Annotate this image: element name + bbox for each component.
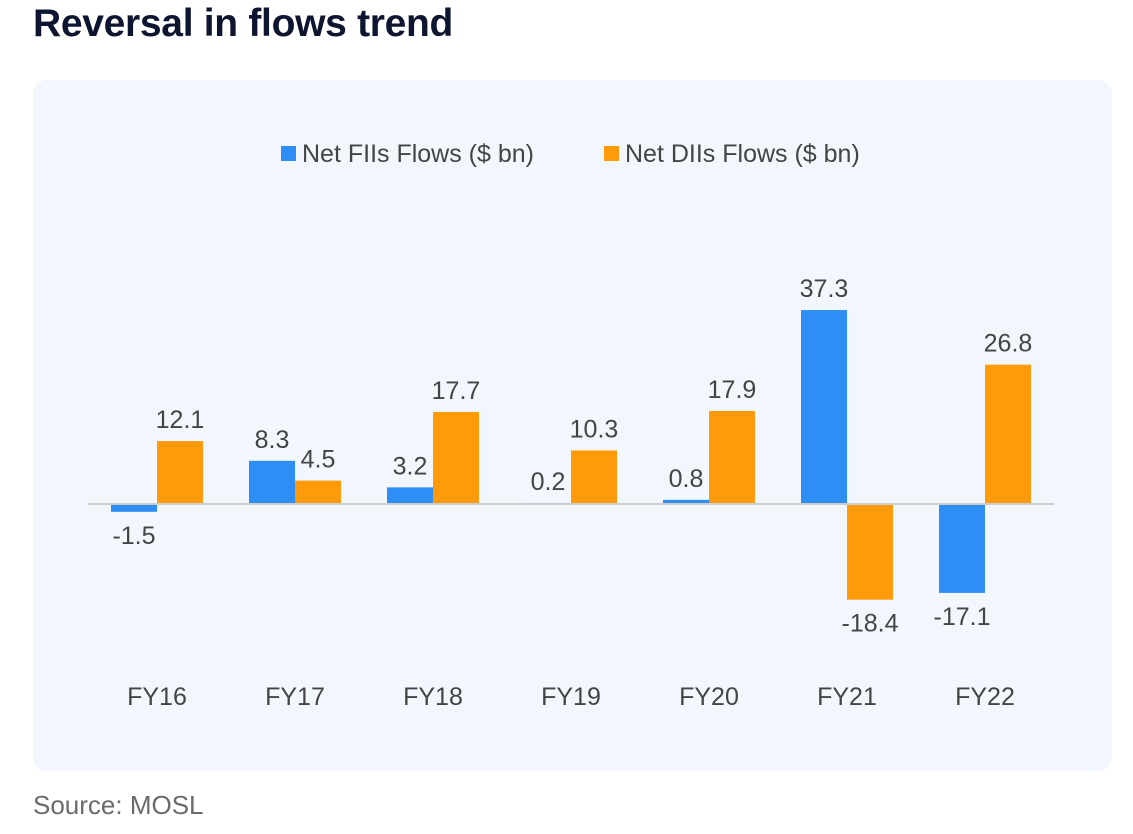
data-label: 0.2 <box>531 468 566 496</box>
bar <box>847 504 893 600</box>
x-tick-label: FY16 <box>127 683 187 711</box>
data-label: 8.3 <box>255 426 290 454</box>
legend-label: Net FIIs Flows ($ bn) <box>302 140 534 168</box>
data-label: -18.4 <box>842 610 899 638</box>
page-title: Reversal in flows trend <box>33 2 454 45</box>
x-tick-label: FY21 <box>817 683 877 711</box>
x-tick-label: FY20 <box>679 683 739 711</box>
data-label: 17.7 <box>432 377 481 405</box>
bar <box>157 441 203 504</box>
bar <box>709 410 755 504</box>
data-label: 4.5 <box>301 446 336 474</box>
chart-card: Net FIIs Flows ($ bn) Net DIIs Flows ($ b… <box>33 80 1112 771</box>
legend-item: Net DIIs Flows ($ bn) <box>604 140 860 168</box>
bar <box>663 499 709 504</box>
data-label: 3.2 <box>393 452 428 480</box>
bar <box>295 480 341 504</box>
legend-swatch <box>604 146 619 161</box>
data-label: -17.1 <box>934 603 991 631</box>
data-label: 12.1 <box>156 406 205 434</box>
legend-swatch <box>281 146 296 161</box>
x-tick-label: FY19 <box>541 683 601 711</box>
x-tick-label: FY18 <box>403 683 463 711</box>
x-tick-label: FY22 <box>955 683 1015 711</box>
bar <box>571 450 617 504</box>
data-label: -1.5 <box>112 522 155 550</box>
data-label: 17.9 <box>708 376 757 404</box>
bar <box>939 504 985 593</box>
data-label: 10.3 <box>570 415 619 443</box>
data-label: 37.3 <box>800 275 849 303</box>
x-tick-label: FY17 <box>265 683 325 711</box>
legend-item: Net FIIs Flows ($ bn) <box>281 140 534 168</box>
bar <box>801 310 847 504</box>
bar <box>249 460 295 504</box>
data-label: 0.8 <box>669 465 704 493</box>
legend-label: Net DIIs Flows ($ bn) <box>625 140 860 168</box>
bar-chart: Net FIIs Flows ($ bn) Net DIIs Flows ($ b… <box>88 140 1054 711</box>
data-label: 26.8 <box>984 330 1033 358</box>
bar <box>111 504 157 512</box>
bar <box>387 487 433 504</box>
bar <box>985 364 1031 504</box>
bar <box>433 411 479 504</box>
source-note: Source: MOSL <box>33 790 204 820</box>
